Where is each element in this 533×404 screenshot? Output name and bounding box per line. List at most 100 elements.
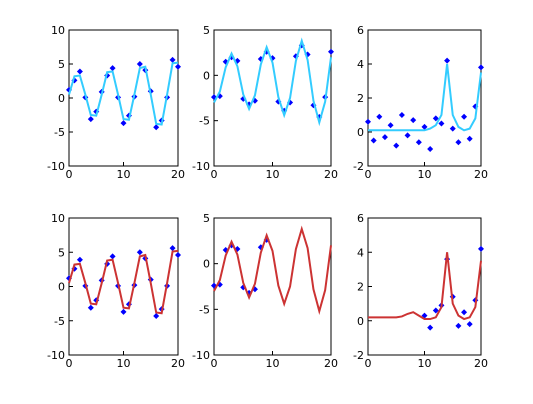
fit-line <box>213 225 332 315</box>
y-tick-label: 5 <box>203 24 210 37</box>
data-point <box>404 132 411 139</box>
x-tick-label: 10 <box>117 168 131 181</box>
y-tick-label: -5 <box>199 115 210 128</box>
data-point <box>153 124 160 131</box>
data-point <box>175 251 181 258</box>
x-tick-label: 0 <box>211 168 218 181</box>
data-point <box>376 113 383 120</box>
y-tick-label: 0 <box>58 92 65 105</box>
data-point <box>153 312 160 319</box>
axes-box <box>367 217 482 356</box>
data-point <box>169 56 176 63</box>
data-point <box>449 125 456 132</box>
y-tick-label: 5 <box>58 246 65 259</box>
fit-line <box>368 252 482 321</box>
x-tick-label: 0 <box>365 357 372 370</box>
data-point <box>120 308 127 315</box>
x-tick-label: 10 <box>418 357 432 370</box>
x-tick-label: 20 <box>474 357 488 370</box>
y-tick-label: -10 <box>47 160 65 173</box>
y-tick-label: 4 <box>357 58 364 71</box>
y-tick-label: -2 <box>353 349 364 362</box>
y-tick-label: -5 <box>54 126 65 139</box>
data-point <box>427 146 434 152</box>
data-point <box>461 113 468 120</box>
data-point <box>328 48 334 55</box>
x-tick-label: 20 <box>324 357 338 370</box>
data-point <box>438 120 445 127</box>
y-tick-label: 5 <box>58 58 65 71</box>
data-point <box>109 65 116 72</box>
x-tick-label: 10 <box>266 357 280 370</box>
data-point <box>466 321 473 328</box>
data-point <box>387 122 394 129</box>
y-tick-label: 10 <box>51 24 65 37</box>
data-point <box>461 309 468 316</box>
data-point <box>381 134 388 141</box>
data-point <box>432 115 439 122</box>
data-point <box>432 307 439 314</box>
axes-box <box>367 29 482 167</box>
x-tick-label: 20 <box>171 357 185 370</box>
y-tick-label: 5 <box>203 212 210 225</box>
y-tick-label: 2 <box>357 281 364 294</box>
data-point <box>169 245 176 252</box>
data-point <box>76 256 83 263</box>
data-point <box>410 117 417 124</box>
data-point <box>109 253 116 260</box>
y-tick-label: -10 <box>192 160 210 173</box>
y-tick-label: 2 <box>357 92 364 105</box>
axes-box <box>213 217 332 356</box>
y-tick-label: 10 <box>51 212 65 225</box>
y-tick-label: -5 <box>199 303 210 316</box>
x-tick-label: 10 <box>266 168 280 181</box>
x-tick-label: 20 <box>474 168 488 181</box>
y-tick-label: -2 <box>353 160 364 173</box>
data-point <box>136 61 143 67</box>
data-point <box>87 304 94 311</box>
data-point <box>365 118 371 125</box>
data-point <box>466 135 473 142</box>
x-tick-label: 20 <box>171 168 185 181</box>
x-tick-label: 0 <box>211 357 218 370</box>
data-point <box>455 322 462 329</box>
data-point <box>87 116 94 123</box>
data-point <box>76 68 83 75</box>
x-tick-label: 0 <box>66 168 73 181</box>
x-tick-label: 0 <box>66 357 73 370</box>
data-point <box>175 63 181 70</box>
data-point <box>478 245 484 252</box>
data-point <box>455 139 462 146</box>
data-point <box>398 112 405 118</box>
x-tick-label: 20 <box>324 168 338 181</box>
y-tick-label: -10 <box>192 349 210 362</box>
y-tick-label: 4 <box>357 246 364 259</box>
data-point <box>421 123 428 130</box>
y-tick-label: 0 <box>357 126 364 139</box>
data-point <box>444 57 451 64</box>
data-point <box>120 120 127 127</box>
x-tick-label: 10 <box>117 357 131 370</box>
data-point <box>136 249 143 256</box>
fit-line <box>368 63 482 132</box>
data-point <box>393 142 400 149</box>
y-tick-label: 0 <box>203 258 210 271</box>
data-point <box>415 139 422 146</box>
fit-line <box>68 61 179 126</box>
y-tick-label: 0 <box>203 69 210 82</box>
x-tick-label: 0 <box>365 168 372 181</box>
fit-line <box>213 37 332 127</box>
y-tick-label: 0 <box>357 315 364 328</box>
y-tick-label: -5 <box>54 315 65 328</box>
y-tick-label: 0 <box>58 281 65 294</box>
data-point <box>427 324 434 331</box>
axes-box <box>213 29 332 167</box>
fit-line <box>68 249 179 315</box>
x-tick-label: 10 <box>418 168 432 181</box>
data-point <box>478 64 484 71</box>
y-tick-label: 6 <box>357 212 364 225</box>
y-tick-label: 6 <box>357 24 364 37</box>
y-tick-label: -10 <box>47 349 65 362</box>
